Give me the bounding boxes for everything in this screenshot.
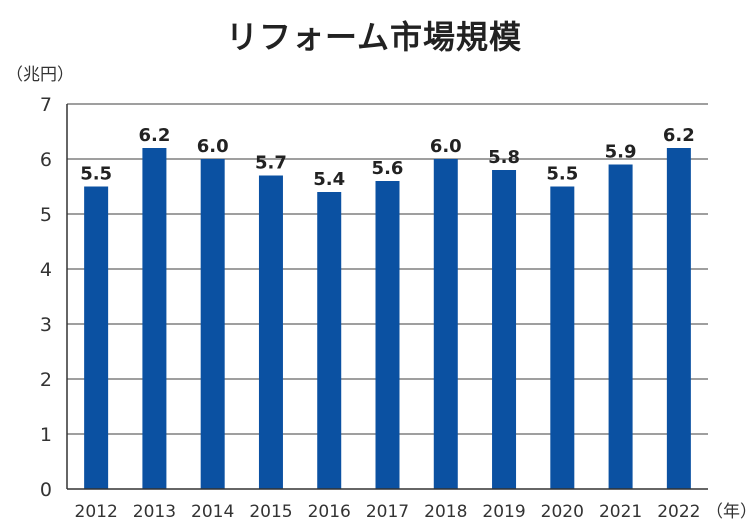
y-tick-label: 5 (40, 204, 52, 226)
x-tick-label: 2013 (133, 502, 176, 522)
bar (608, 164, 633, 489)
bar (317, 192, 342, 489)
y-tick-label: 6 (40, 149, 52, 171)
y-tick-label: 1 (40, 424, 52, 446)
y-tick-label: 7 (40, 94, 52, 116)
bar-value-label: 6.0 (197, 136, 229, 157)
bar-value-label: 5.4 (313, 169, 345, 190)
x-tick-label: 2021 (599, 502, 642, 522)
bar (666, 148, 691, 489)
y-tick-label: 3 (40, 314, 52, 336)
y-tick-label: 4 (40, 259, 52, 281)
bar-value-label: 5.9 (605, 142, 637, 163)
x-tick-label: 2012 (75, 502, 118, 522)
y-tick-label: 0 (40, 479, 52, 501)
x-tick-label: 2019 (482, 502, 525, 522)
x-tick-label: 2017 (366, 502, 409, 522)
bar-value-labels: 5.5 6.2 6.0 5.7 5.4 5.6 6.0 5.8 5.5 5.9 6.2 (80, 125, 695, 190)
y-tick-label: 2 (40, 369, 52, 391)
x-axis-ticks: 2012 2013 2014 2015 2016 2017 2018 2019 2020 2021… (75, 502, 701, 522)
x-tick-label: 2015 (249, 502, 292, 522)
bar (258, 175, 283, 489)
x-axis-unit: （年） (706, 502, 748, 522)
bar-value-label: 5.6 (372, 158, 404, 179)
bars (84, 148, 691, 489)
bar-value-label: 6.2 (663, 125, 695, 146)
bar (142, 148, 167, 489)
bar-value-label: 6.2 (138, 125, 170, 146)
y-axis-ticks: 0 1 2 3 4 5 6 7 (40, 94, 52, 501)
bar-value-label: 5.7 (255, 153, 287, 174)
bar-value-label: 5.8 (488, 147, 520, 168)
x-tick-label: 2020 (541, 502, 584, 522)
y-axis-unit: （兆円） (6, 65, 74, 85)
bar (200, 159, 225, 489)
bar (550, 186, 575, 489)
chart-title: リフォーム市場規模 (225, 18, 523, 56)
x-tick-label: 2022 (657, 502, 700, 522)
bar (492, 170, 517, 489)
x-tick-label: 2018 (424, 502, 467, 522)
bar (433, 159, 458, 489)
bar-value-label: 5.5 (546, 164, 578, 185)
x-tick-label: 2016 (308, 502, 351, 522)
x-tick-label: 2014 (191, 502, 234, 522)
bar-value-label: 5.5 (80, 164, 112, 185)
bar (84, 186, 109, 489)
bar-value-label: 6.0 (430, 136, 462, 157)
bar (375, 181, 400, 489)
